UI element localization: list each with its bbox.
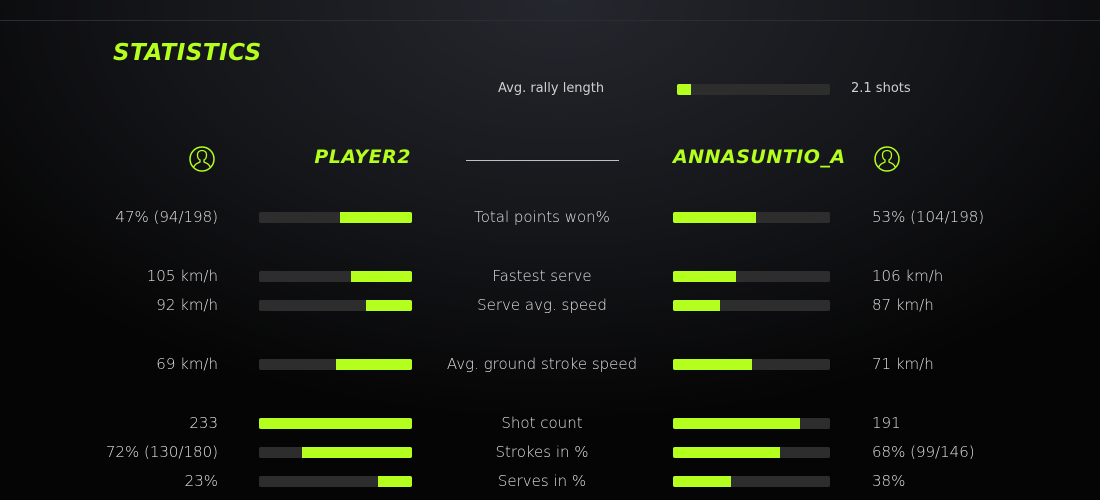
- right-bar-fill: [673, 447, 780, 458]
- left-bar-fill: [350, 271, 412, 282]
- rally-bar: [677, 84, 830, 95]
- stat-row: 105 km/h Fastest serve 106 km/h: [0, 267, 1100, 287]
- right-bar-fill: [673, 476, 732, 487]
- header-divider: [466, 160, 619, 161]
- right-bar: [673, 212, 830, 223]
- left-bar: [259, 418, 412, 429]
- left-bar-fill: [340, 212, 412, 223]
- left-value: 92 km/h: [156, 296, 218, 314]
- left-value: 47% (94/198): [115, 208, 218, 226]
- stat-label: Serves in %: [497, 472, 587, 490]
- left-bar: [259, 300, 412, 311]
- stat-row: 69 km/h Avg. ground stroke speed 71 km/h: [0, 355, 1100, 375]
- stat-label: Total points won%: [474, 208, 610, 226]
- right-value: 87 km/h: [872, 296, 934, 314]
- stat-row: 47% (94/198) Total points won% 53% (104/…: [0, 208, 1100, 228]
- left-bar: [259, 212, 412, 223]
- right-bar-fill: [673, 418, 801, 429]
- right-value: 106 km/h: [872, 267, 944, 285]
- stat-row: 23% Serves in % 38%: [0, 472, 1100, 492]
- left-bar: [259, 447, 412, 458]
- left-value: 69 km/h: [156, 355, 218, 373]
- right-bar: [673, 271, 830, 282]
- right-bar: [673, 418, 830, 429]
- player-right-name: ANNASUNTIO_A: [673, 146, 846, 168]
- right-value: 68% (99/146): [872, 443, 975, 461]
- player-left-name: PLAYER2: [314, 146, 411, 168]
- left-value: 23%: [184, 472, 218, 490]
- rally-value: 2.1 shots: [851, 81, 911, 96]
- right-bar: [673, 300, 830, 311]
- user-icon: [874, 146, 900, 172]
- user-icon: [189, 146, 215, 172]
- stat-label: Fastest serve: [492, 267, 592, 285]
- left-bar-fill: [335, 359, 412, 370]
- left-bar-fill: [301, 447, 412, 458]
- top-divider: [0, 20, 1100, 21]
- right-bar-fill: [673, 300, 721, 311]
- left-value: 105 km/h: [146, 267, 218, 285]
- rally-label: Avg. rally length: [498, 81, 605, 96]
- stat-label: Shot count: [501, 414, 583, 432]
- right-value: 53% (104/198): [872, 208, 985, 226]
- right-value: 71 km/h: [872, 355, 934, 373]
- left-value: 72% (130/180): [105, 443, 218, 461]
- right-bar-fill: [673, 359, 752, 370]
- left-bar: [259, 476, 412, 487]
- left-bar: [259, 359, 412, 370]
- right-bar: [673, 359, 830, 370]
- stat-row: 72% (130/180) Strokes in % 68% (99/146): [0, 443, 1100, 463]
- stat-row: 92 km/h Serve avg. speed 87 km/h: [0, 296, 1100, 316]
- right-bar-fill: [673, 271, 736, 282]
- right-bar-fill: [673, 212, 757, 223]
- right-value: 38%: [872, 472, 906, 490]
- left-bar: [259, 271, 412, 282]
- stat-label: Strokes in %: [495, 443, 589, 461]
- page-title: STATISTICS: [113, 40, 262, 66]
- stat-label: Serve avg. speed: [477, 296, 607, 314]
- right-bar: [673, 447, 830, 458]
- stat-label: Avg. ground stroke speed: [446, 355, 638, 373]
- left-bar-fill: [366, 300, 412, 311]
- left-value: 233: [189, 414, 218, 432]
- stat-row: 233 Shot count 191: [0, 414, 1100, 434]
- right-bar: [673, 476, 830, 487]
- left-bar-fill: [259, 418, 412, 429]
- left-bar-fill: [378, 476, 412, 487]
- right-value: 191: [872, 414, 901, 432]
